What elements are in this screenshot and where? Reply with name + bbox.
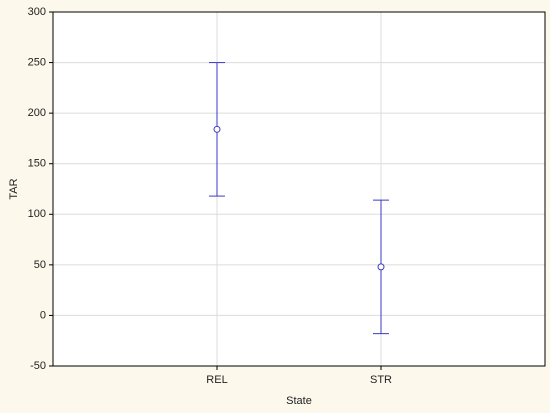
y-tick-label: 200 [28, 107, 46, 119]
x-tick-label: STR [370, 374, 392, 386]
x-axis-label: State [286, 395, 312, 407]
y-axis-label: TAR [8, 178, 20, 199]
y-tick-label: 0 [40, 309, 46, 321]
y-tick-label: -50 [30, 360, 46, 372]
y-tick-label: 250 [28, 56, 46, 68]
mean-marker [377, 263, 385, 271]
y-tick-label: 50 [34, 259, 46, 271]
plot-border [52, 11, 546, 367]
y-tick-label: 100 [28, 208, 46, 220]
plot-area [53, 12, 545, 366]
y-tick-label: 300 [28, 6, 46, 18]
y-tick-label: 150 [28, 158, 46, 170]
x-tick-label: REL [206, 374, 227, 386]
mean-marker [213, 125, 221, 133]
